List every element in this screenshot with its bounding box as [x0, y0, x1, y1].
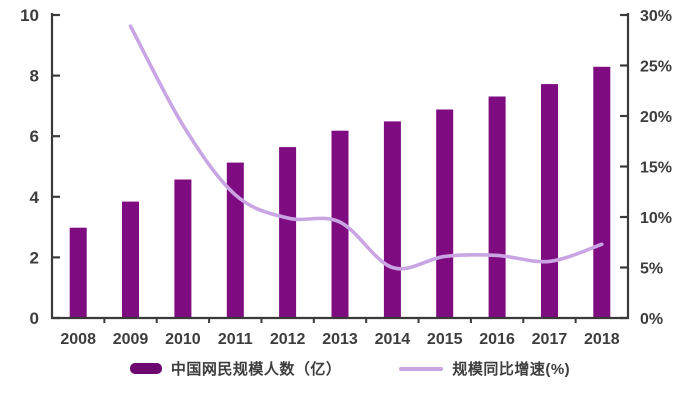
x-axis-label-2014: 2014 — [375, 331, 411, 348]
line-series-swatch-icon — [399, 366, 444, 371]
bar-series-swatch-icon — [129, 363, 162, 374]
x-axis-label-2011: 2011 — [218, 331, 253, 348]
x-axis-label-2013: 2013 — [322, 331, 358, 348]
bar-2015 — [436, 109, 454, 318]
left-axis-tick-label: 0 — [30, 309, 39, 328]
bar-2008 — [69, 227, 87, 318]
x-axis-label-2009: 2009 — [113, 331, 149, 348]
bar-2010 — [174, 179, 192, 318]
bar-2013 — [331, 130, 349, 318]
chart-canvas: 0 2 4 6 8 10 0% 5% 10% 15% 20% 25% 30% 2008 2009 2010 20… — [20, 6, 672, 348]
bar-2011 — [226, 162, 244, 318]
bar-2016 — [488, 96, 506, 318]
right-axis-tick-label: 15% — [640, 160, 672, 177]
x-axis-label-2010: 2010 — [165, 331, 201, 348]
left-axis-tick-label: 6 — [30, 127, 39, 146]
bar-2017 — [541, 84, 558, 318]
line-series-label: 规模同比增速(%) — [452, 361, 571, 378]
legend-item-line-series: 规模同比增速(%) — [399, 358, 570, 379]
right-axis-tick-label: 25% — [640, 59, 672, 76]
x-axis-label-2018: 2018 — [584, 331, 620, 348]
right-axis-tick-label: 30% — [640, 8, 672, 25]
left-axis-tick-label: 10 — [20, 6, 39, 25]
right-axis-tick-label: 20% — [640, 109, 672, 126]
x-axis-label-2016: 2016 — [479, 331, 515, 348]
chart-legend: 中国网民规模人数（亿） 规模同比增速(%) — [0, 358, 700, 379]
growth-rate-line — [128, 24, 604, 271]
x-axis-label-2008: 2008 — [60, 331, 96, 348]
bar-series-label: 中国网民规模人数（亿） — [170, 361, 342, 378]
legend-item-bar-series: 中国网民规模人数（亿） — [129, 358, 342, 379]
bar-2012 — [279, 147, 297, 318]
right-axis-tick-label: 0% — [640, 311, 663, 328]
x-axis-label-2012: 2012 — [270, 331, 306, 348]
bar-2018 — [593, 66, 611, 318]
bar-2014 — [383, 121, 401, 319]
right-axis-tick-label: 5% — [640, 261, 663, 278]
right-axis-tick-label: 10% — [640, 210, 672, 227]
x-axis-label-2015: 2015 — [427, 331, 463, 348]
x-axis-label-2017: 2017 — [532, 331, 568, 348]
left-axis-tick-label: 8 — [30, 67, 39, 86]
left-axis-tick-label: 2 — [30, 248, 39, 267]
bar-2009 — [122, 201, 139, 318]
left-axis-tick-label: 4 — [30, 188, 40, 207]
